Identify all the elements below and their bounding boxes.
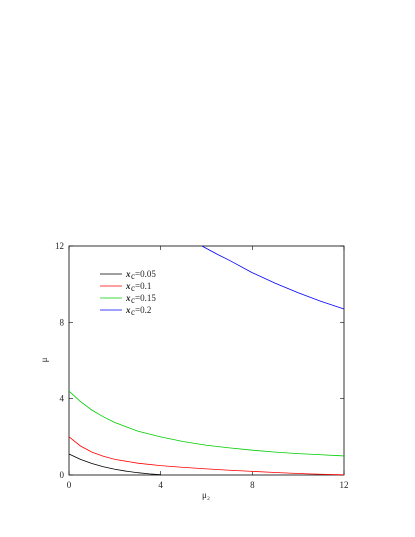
legend-label: =0.2	[135, 305, 151, 315]
legend-symbol: x	[125, 269, 131, 279]
legend-symbol: x	[125, 305, 131, 315]
x-axis-label: μ₂	[202, 490, 210, 500]
y-tick-label: 12	[55, 241, 64, 251]
series-line-3	[201, 245, 345, 310]
legend-subscript: c	[131, 307, 135, 317]
x-tick-label: 4	[158, 480, 163, 490]
series-line-2	[68, 390, 345, 457]
y-tick-label: 8	[60, 317, 65, 327]
y-tick-label: 4	[60, 394, 65, 404]
plot-frame	[68, 245, 345, 476]
y-axis-label: μ	[39, 357, 49, 362]
legend-symbol: x	[125, 293, 131, 303]
legend-symbol: x	[125, 281, 131, 291]
legend-subscript: c	[131, 271, 135, 281]
y-tick-label: 0	[60, 470, 65, 480]
series-layer	[68, 245, 345, 476]
x-tick-label: 0	[67, 480, 72, 490]
x-tick-label: 12	[340, 480, 349, 490]
legend-label: =0.1	[135, 281, 151, 291]
legend-subscript: c	[131, 283, 135, 293]
series-line-0	[68, 453, 161, 476]
x-tick-label: 8	[250, 480, 255, 490]
legend: x c =0.05x c =0.1x c =0.15x c =0.2	[100, 269, 156, 317]
ticks: 0 4 8 12 0 4 8 12	[55, 241, 349, 490]
legend-subscript: c	[131, 295, 135, 305]
legend-label: =0.05	[135, 269, 156, 279]
series-line-1	[68, 436, 345, 476]
legend-label: =0.15	[135, 293, 156, 303]
